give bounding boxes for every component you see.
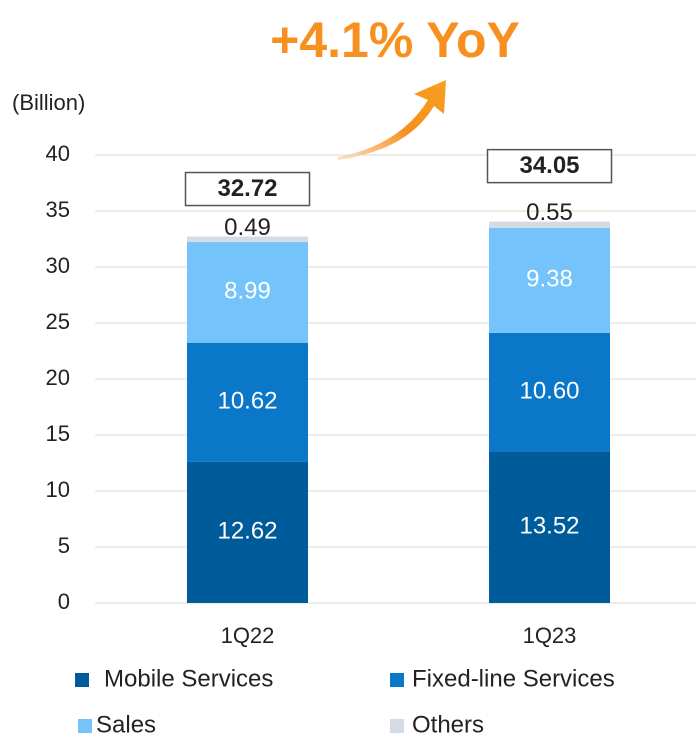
data-label: 10.62 [217, 388, 277, 415]
chart-title: +4.1% YoY [270, 12, 520, 68]
y-tick-label: 25 [46, 309, 70, 334]
legend-label: Sales [96, 711, 156, 738]
y-tick-label: 10 [46, 477, 70, 502]
y-tick-label: 20 [46, 365, 70, 390]
legend-swatch [390, 673, 404, 687]
y-tick-label: 40 [46, 141, 70, 166]
y-tick-label: 30 [46, 253, 70, 278]
total-box [184, 171, 311, 207]
legend-label: Others [412, 711, 484, 738]
data-label: 0.49 [224, 214, 271, 241]
data-label: 10.60 [519, 378, 579, 405]
legend-swatch [75, 673, 89, 687]
total-box [486, 148, 613, 184]
data-label: 9.38 [526, 266, 573, 293]
bar-segment [489, 221, 610, 228]
bar-segment [489, 332, 610, 452]
y-tick-label: 15 [46, 421, 70, 446]
legend-label: Mobile Services [104, 665, 273, 692]
data-label: 12.62 [217, 518, 277, 545]
legend-swatch [78, 719, 92, 733]
x-tick-label: 1Q22 [221, 623, 275, 648]
bar-segment [489, 451, 610, 603]
x-tick-label: 1Q23 [523, 623, 577, 648]
legend-swatch [390, 719, 404, 733]
arrow [338, 80, 446, 160]
bar-segment [187, 461, 308, 603]
y-tick-label: 5 [58, 533, 70, 558]
data-label: 0.55 [526, 199, 573, 226]
y-tick-label: 0 [58, 589, 70, 614]
legend-label: Fixed-line Services [412, 665, 615, 692]
bar-segment [187, 236, 308, 243]
data-label: 13.52 [519, 513, 579, 540]
data-label: 8.99 [224, 278, 271, 305]
total-label: 34.05 [519, 152, 579, 179]
y-axis-label: (Billion) [12, 90, 85, 115]
y-tick-label: 35 [46, 197, 70, 222]
bar-segment [187, 342, 308, 462]
bar-segment [489, 227, 610, 333]
bar-segment [187, 242, 308, 343]
total-label: 32.72 [217, 175, 277, 202]
